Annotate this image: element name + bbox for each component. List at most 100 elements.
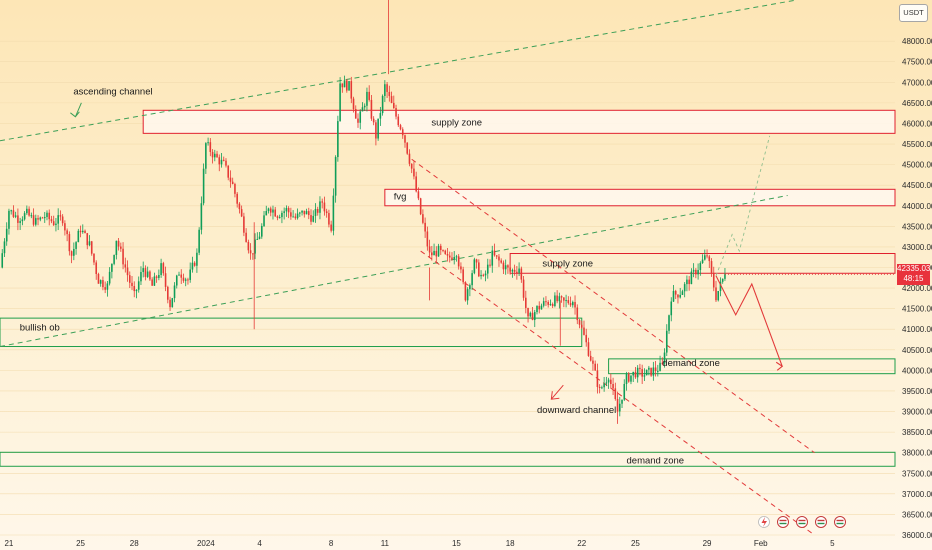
candle-body [724, 274, 726, 279]
candle-body [137, 281, 140, 290]
candle-body [263, 215, 265, 226]
candle-body [330, 224, 332, 231]
candle-body [531, 312, 534, 321]
flag-stripe-icon [817, 519, 825, 522]
candle-body [471, 273, 473, 286]
candle-body [377, 118, 379, 139]
candle-body [491, 250, 494, 266]
candle-body [207, 142, 209, 144]
candle-body [238, 203, 241, 210]
flag-stripe-icon [779, 522, 787, 525]
candle-body [426, 231, 429, 247]
candle-body [341, 83, 344, 88]
candle-body [558, 296, 561, 302]
flag-stripe-icon [836, 522, 844, 525]
projection-path-up [715, 135, 771, 276]
candle-body [692, 269, 695, 272]
candle-body [229, 177, 232, 182]
zones [0, 109, 896, 467]
y-tick-label: 40500.00 [902, 346, 932, 355]
candle-body [43, 216, 46, 219]
annotation-label: supply zone [542, 259, 593, 270]
candle-body [498, 256, 500, 261]
candle-body [657, 370, 659, 372]
candle-body [712, 272, 715, 288]
x-tick-label: 2024 [197, 539, 215, 548]
candle-body [621, 399, 623, 404]
candle-body [580, 324, 583, 328]
candle-body [95, 262, 98, 274]
candle-body [214, 153, 216, 158]
currency-label[interactable]: USDT [899, 4, 928, 22]
candle-body [663, 352, 666, 364]
candle-body [184, 279, 187, 281]
candle-body [401, 129, 404, 136]
candle-body [323, 202, 326, 212]
candle-body [348, 81, 350, 91]
candle-body [493, 250, 496, 256]
candle-body [202, 168, 205, 204]
candle-body [701, 259, 704, 264]
candle-body [86, 233, 89, 246]
candle-body [131, 282, 133, 287]
y-tick-label: 38500.00 [902, 428, 932, 437]
x-tick-label: 8 [329, 539, 334, 548]
candle-body [549, 304, 552, 306]
candle-body [196, 252, 198, 266]
flag-event-icon[interactable] [815, 516, 827, 528]
candle-body [428, 246, 431, 253]
candle-body [93, 253, 95, 263]
candle-body [641, 369, 643, 377]
candle-body [536, 305, 538, 313]
candle-body [198, 229, 200, 253]
candle-body [704, 255, 706, 260]
y-tick-label: 39000.00 [902, 408, 932, 417]
candle-body [500, 260, 502, 263]
candle-body [211, 151, 214, 158]
candle-body [113, 254, 115, 264]
candle-body [104, 287, 106, 290]
candle-body [269, 208, 272, 213]
candle-body [301, 210, 303, 213]
candle-body [574, 302, 576, 308]
candle-body [191, 262, 194, 270]
candle-body [162, 263, 165, 274]
candle-body [17, 215, 19, 223]
y-tick-label: 43000.00 [902, 243, 932, 252]
candle-body [79, 230, 82, 233]
x-tick-label: 5 [830, 539, 835, 548]
flag-event-icon[interactable] [834, 516, 846, 528]
y-axis: 36000.00 36500.00 37000.00 37500.00 38000.00… [902, 37, 932, 540]
candle-body [569, 303, 572, 306]
flag-stripe-icon [798, 522, 806, 525]
grid [0, 40, 895, 536]
flag-event-icon[interactable] [777, 516, 789, 528]
candle-body [607, 379, 610, 383]
candle-body [240, 209, 243, 217]
candle-body [276, 216, 279, 218]
candle-body [164, 273, 167, 287]
candle-body [417, 191, 420, 199]
candle-body [120, 246, 122, 249]
candle-body [292, 216, 294, 218]
y-tick-label: 42000.00 [902, 284, 932, 293]
candle-body [5, 228, 8, 242]
candle-body [516, 271, 518, 273]
candle-body [395, 108, 397, 117]
candle-body [314, 209, 317, 216]
candle-body [686, 279, 688, 285]
x-tick-label: 18 [506, 539, 515, 548]
flag-event-icon[interactable] [796, 516, 808, 528]
y-tick-label: 43500.00 [902, 222, 932, 231]
candle-body [618, 403, 621, 412]
candle-body [97, 273, 100, 284]
candle-body [122, 248, 124, 265]
candle-body [73, 248, 75, 256]
candle-body [462, 269, 464, 283]
y-tick-label: 46500.00 [902, 99, 932, 108]
candle-body [627, 373, 630, 382]
candle-body [361, 107, 364, 112]
annotation-label: fvg [394, 192, 407, 203]
candle-body [415, 176, 417, 192]
